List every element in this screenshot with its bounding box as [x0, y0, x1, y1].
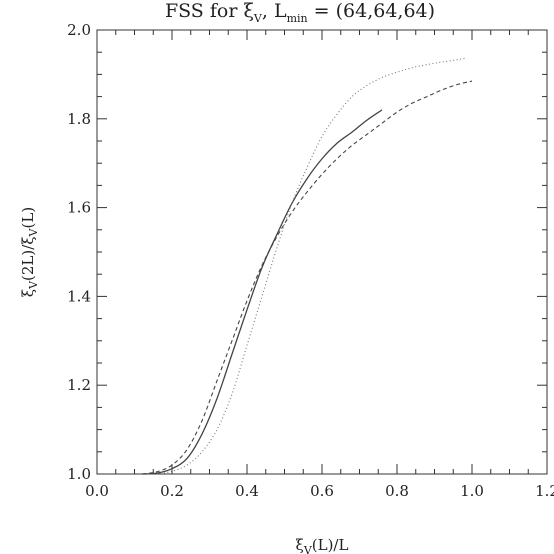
x-tick-label: 0.2 — [160, 482, 184, 500]
y-tick-label: 1.4 — [67, 287, 91, 305]
series-line-solid — [141, 109, 383, 475]
x-axis-label: ξV(L)/L — [296, 536, 349, 554]
x-tick-label: 1.0 — [460, 482, 484, 500]
x-tick-label: 0.4 — [235, 482, 259, 500]
y-tick-label: 1.8 — [67, 110, 91, 128]
x-tick-label: 0.6 — [310, 482, 334, 500]
y-tick-labels: 1.0 1.2 1.4 1.6 1.8 2.0 — [67, 21, 91, 483]
y-tick-label: 1.6 — [67, 199, 91, 217]
axis-ticks — [96, 29, 548, 475]
series-line-dotted — [156, 57, 465, 475]
y-axis-label: ξV(2L)/ξV(L) — [19, 207, 40, 297]
series-group — [141, 57, 473, 475]
y-tick-label: 1.2 — [67, 376, 91, 394]
x-tick-label: 0.8 — [385, 482, 409, 500]
plot-frame — [96, 29, 548, 475]
x-tick-labels: 0.0 0.2 0.4 0.6 0.8 1.0 1.2 — [85, 482, 554, 500]
chart-title: FSS for ξV, Lmin = (64,64,64) — [165, 0, 435, 25]
series-line-dashed — [141, 80, 473, 475]
x-tick-label: 1.2 — [535, 482, 554, 500]
y-tick-label: 2.0 — [67, 21, 91, 39]
x-tick-label: 0.0 — [85, 482, 109, 500]
y-tick-label: 1.0 — [67, 465, 91, 483]
